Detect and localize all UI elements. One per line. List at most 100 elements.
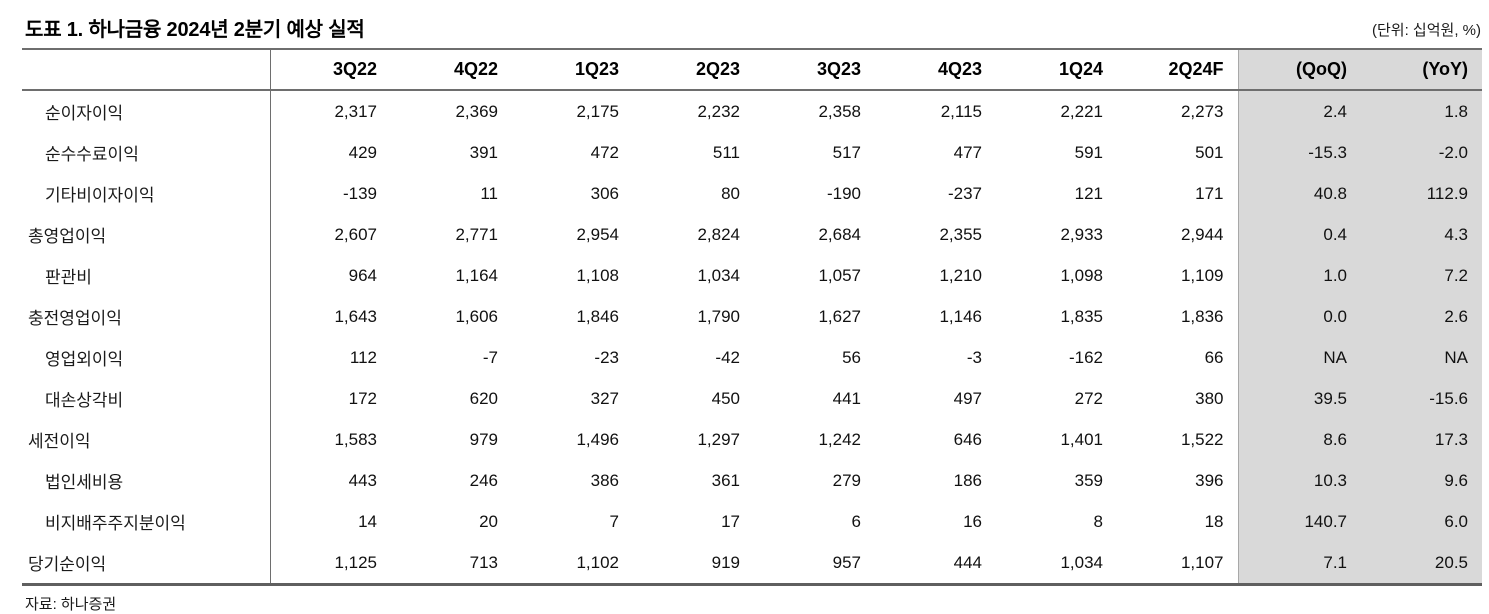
value-cell: -15.6	[1361, 378, 1482, 419]
value-cell: 8.6	[1237, 419, 1361, 460]
value-cell: 2,317	[334, 101, 377, 121]
column-header: 1Q24	[996, 48, 1117, 91]
value-cell: 2,273	[1180, 101, 1224, 121]
value-cell: 66	[1204, 347, 1224, 367]
value-cell: -15.3	[1237, 132, 1361, 173]
table-row: 세전이익 1,583 979 1,496 1,297 1,242 646 1,401 1,522…	[22, 419, 1482, 460]
value-cell: 0.0	[1237, 296, 1361, 337]
value-cell: 1,109	[1180, 265, 1224, 285]
table-body: 순이자이익 2,317 2,369 2,175 2,232 2,358 2,115 2,221…	[22, 90, 1482, 586]
table-row: 총영업이익 2,607 2,771 2,954 2,824 2,684 2,355 2,933…	[22, 214, 1482, 255]
table-row: 순이자이익 2,317 2,369 2,175 2,232 2,358 2,115 2,221…	[22, 90, 1482, 132]
value-cell: 2,221	[1060, 101, 1103, 121]
value-cell: 396	[1195, 470, 1224, 490]
column-header: 3Q23	[754, 48, 875, 91]
table-row: 비지배주주지분이익 14 20 7 17 6 16 8 18 140.7 6.0	[22, 501, 1482, 542]
value-cell: 2.4	[1237, 90, 1361, 132]
header-row: 3Q22 4Q22 1Q23 2Q23 3Q23 4Q23 1Q24 2Q24F (QoQ) (Y…	[22, 48, 1482, 91]
row-label: 당기순이익	[22, 542, 271, 586]
value-cell: 1,107	[1117, 542, 1238, 586]
value-cell: 4.3	[1361, 214, 1482, 255]
row-label: 기타비이자이익	[22, 173, 271, 214]
value-cell: 957	[754, 542, 875, 586]
value-cell: 2,358	[818, 101, 861, 121]
value-cell: 1,034	[996, 542, 1117, 586]
value-cell: 441	[832, 388, 861, 408]
value-cell: 1,242	[818, 429, 861, 449]
value-cell: -162	[1068, 347, 1103, 367]
value-cell: 1,836	[1180, 306, 1224, 326]
value-cell: -2.0	[1361, 132, 1482, 173]
value-cell: 1,098	[1060, 265, 1103, 285]
value-cell: 7.1	[1237, 542, 1361, 586]
value-cell: 1,606	[455, 306, 498, 326]
row-label-column-header	[22, 48, 271, 91]
value-cell: 7.2	[1361, 255, 1482, 296]
value-cell: 20.5	[1361, 542, 1482, 586]
value-cell: 327	[590, 388, 619, 408]
value-cell: 2,824	[697, 224, 740, 244]
value-cell: 2,944	[1180, 224, 1224, 244]
value-cell: 380	[1195, 388, 1224, 408]
table-row: 법인세비용 443 246 386 361 279 186 359 396 10.3 9.6	[22, 460, 1482, 501]
value-cell: 620	[469, 388, 498, 408]
unit-note: (단위: 십억원, %)	[1372, 22, 1481, 39]
row-label: 판관비	[22, 255, 271, 296]
row-label: 충전영업이익	[22, 296, 271, 337]
value-cell: -139	[342, 183, 377, 203]
value-cell: 279	[832, 470, 861, 490]
value-cell: 386	[590, 470, 619, 490]
value-cell: -23	[594, 347, 619, 367]
value-cell: 919	[633, 542, 754, 586]
value-cell: 450	[711, 388, 740, 408]
value-cell: 472	[590, 142, 619, 162]
column-header: 1Q23	[512, 48, 633, 91]
value-cell: 591	[1074, 142, 1103, 162]
value-cell: 391	[469, 142, 498, 162]
value-cell: 443	[348, 470, 377, 490]
column-header: (QoQ)	[1237, 48, 1361, 91]
table-row: 당기순이익 1,125 713 1,102 919 957 444 1,034 1,107 7.1…	[22, 542, 1482, 586]
value-cell: 1,846	[576, 306, 619, 326]
value-cell: 14	[358, 511, 377, 531]
value-cell: -237	[947, 183, 982, 203]
value-cell: 246	[469, 470, 498, 490]
value-cell: 272	[1074, 388, 1103, 408]
value-cell: 20	[479, 511, 498, 531]
table-head: 3Q22 4Q22 1Q23 2Q23 3Q23 4Q23 1Q24 2Q24F (QoQ) (Y…	[22, 48, 1482, 91]
page-title: 도표 1. 하나금융 2024년 2분기 예상 실적	[25, 19, 365, 41]
column-header: 4Q22	[391, 48, 512, 91]
value-cell: NA	[1237, 337, 1361, 378]
table-row: 판관비 964 1,164 1,108 1,034 1,057 1,210 1,098 1,10…	[22, 255, 1482, 296]
value-cell: -42	[715, 347, 740, 367]
value-cell: 56	[842, 347, 861, 367]
value-cell: -190	[826, 183, 861, 203]
value-cell: 172	[348, 388, 377, 408]
financials-table: 3Q22 4Q22 1Q23 2Q23 3Q23 4Q23 1Q24 2Q24F (QoQ) (Y…	[22, 48, 1482, 586]
value-cell: 2.6	[1361, 296, 1482, 337]
value-cell: 0.4	[1237, 214, 1361, 255]
value-cell: 2,232	[697, 101, 740, 121]
value-cell: 16	[963, 511, 982, 531]
value-cell: 2,355	[939, 224, 982, 244]
value-cell: 2,954	[576, 224, 619, 244]
row-label: 총영업이익	[22, 214, 271, 255]
row-label: 순수수료이익	[22, 132, 271, 173]
value-cell: 112	[349, 347, 377, 367]
value-cell: 80	[721, 183, 740, 203]
value-cell: 1,108	[576, 265, 619, 285]
value-cell: 1,522	[1180, 429, 1224, 449]
value-cell: 1,146	[939, 306, 982, 326]
row-label: 세전이익	[22, 419, 271, 460]
value-cell: 6.0	[1361, 501, 1482, 542]
value-cell: 1,164	[455, 265, 498, 285]
value-cell: 171	[1195, 183, 1224, 203]
value-cell: 1,034	[697, 265, 740, 285]
value-cell: 121	[1074, 183, 1103, 203]
table-row: 영업외이익 112 -7 -23 -42 56 -3 -162 66 NA NA	[22, 337, 1482, 378]
row-label: 비지배주주지분이익	[22, 501, 271, 542]
column-header: 3Q22	[270, 48, 391, 91]
value-cell: 511	[712, 142, 740, 162]
value-cell: 40.8	[1237, 173, 1361, 214]
column-header: 2Q24F	[1117, 48, 1238, 91]
